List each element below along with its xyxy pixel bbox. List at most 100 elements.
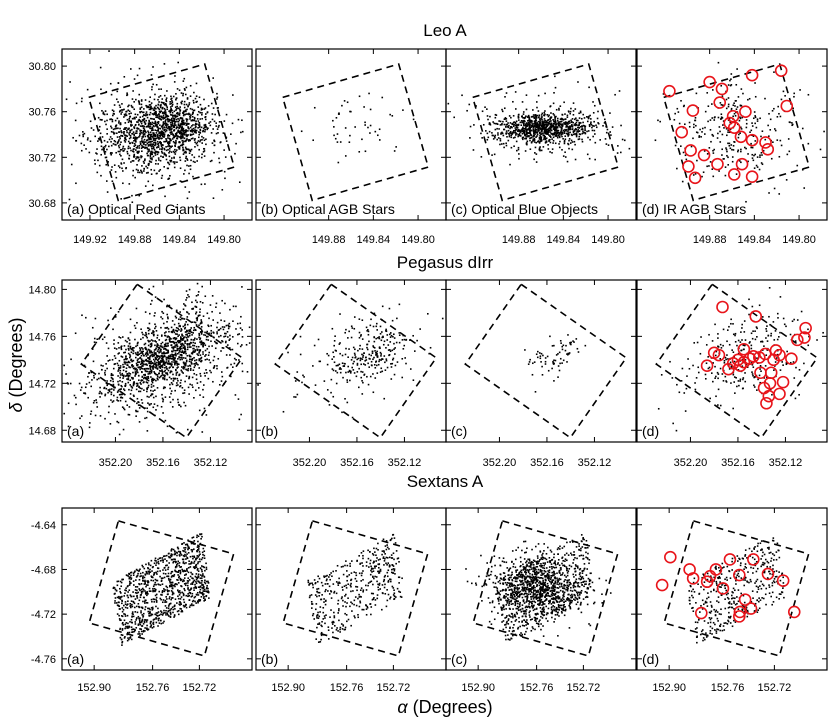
data-point [769,118,772,121]
data-point [194,138,196,140]
data-point [117,127,119,130]
data-point [203,150,206,152]
data-point [200,126,203,129]
data-point [569,112,571,115]
data-point [494,116,497,119]
data-point [163,378,166,381]
data-point [597,122,600,125]
data-point [155,409,157,411]
data-point [171,127,173,130]
x-tick-label: 149.80 [401,234,435,246]
data-point [662,93,665,95]
data-point [701,127,704,130]
data-point [183,173,185,175]
data-point [177,107,179,110]
pegasus-dirr-panel-1-footprint [80,283,244,439]
data-point [523,127,526,130]
data-point [505,123,508,126]
data-point [213,139,215,142]
data-point [99,66,102,69]
data-point [708,165,710,167]
data-point [132,131,135,133]
data-point [113,355,116,357]
data-point [171,330,174,333]
data-point [587,130,590,132]
data-point [343,365,346,367]
data-point [239,327,242,329]
data-point [198,336,200,339]
data-point [146,116,149,119]
data-point [129,147,131,149]
data-point [554,128,556,131]
data-point [128,157,130,160]
data-point [209,124,212,127]
data-point [205,369,207,371]
data-point [220,350,222,352]
data-point [132,90,134,92]
ir-agb-marker [759,136,772,149]
data-point [68,198,71,201]
data-point [331,358,334,361]
data-point [121,397,124,399]
data-point [688,125,691,128]
data-point [377,337,379,339]
data-point [83,364,86,367]
data-point [142,381,145,384]
data-point [729,79,731,82]
data-point [177,130,179,132]
data-point [179,318,182,321]
data-point [192,119,194,122]
data-point [555,127,558,129]
data-point [160,374,163,377]
data-point [81,97,83,100]
data-point [529,122,531,124]
data-point [138,136,140,138]
data-point [194,342,196,345]
data-point [563,123,566,125]
data-point [510,136,513,139]
data-point [551,345,554,347]
data-point [391,115,394,117]
data-point [163,348,165,350]
data-point [515,132,517,135]
data-point [116,136,119,138]
data-point [173,357,176,360]
data-point [127,147,130,150]
data-point [165,100,168,103]
data-point [184,109,187,111]
data-point [169,128,172,131]
data-point [296,371,299,373]
data-point [354,126,356,128]
data-point [508,134,511,136]
data-point [584,125,587,128]
data-point [534,146,537,149]
data-point [212,336,215,338]
data-point [196,316,199,319]
data-point [168,129,171,131]
data-point [339,371,342,374]
data-point [112,400,115,402]
data-point [134,368,137,371]
data-point [181,121,184,123]
data-point [282,410,285,413]
data-point [359,335,362,337]
data-point [199,132,201,134]
data-point [172,134,175,137]
data-point [543,129,546,132]
data-point [181,122,184,125]
data-point [126,131,128,134]
data-point [136,368,138,371]
data-point [554,142,557,145]
data-point [518,134,521,137]
data-point [149,303,152,305]
data-point [193,117,196,120]
data-point [174,114,177,117]
data-point [198,332,200,335]
data-point [180,353,183,356]
data-point [210,340,212,343]
data-point [186,108,188,111]
data-point [628,147,631,150]
data-point [158,351,160,354]
data-point [201,138,203,141]
data-point [219,334,222,337]
